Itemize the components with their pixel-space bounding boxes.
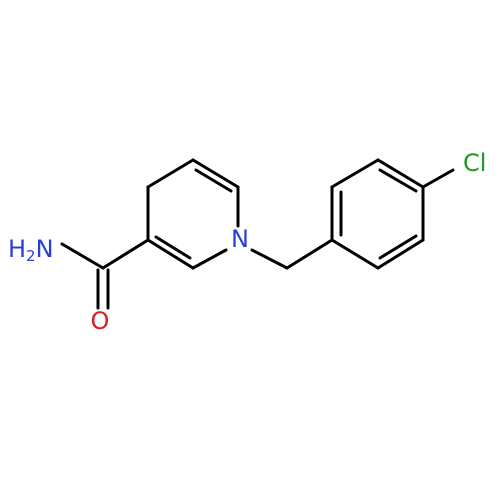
bond <box>378 234 418 260</box>
bond <box>330 238 380 270</box>
bond <box>146 238 195 270</box>
bond <box>101 238 150 270</box>
bond <box>285 238 334 270</box>
atom-label-subscript: 2 <box>26 247 36 265</box>
bond <box>421 168 455 189</box>
bond <box>376 238 425 270</box>
atom-label: H2N <box>8 235 54 265</box>
atom-label: Cl <box>463 149 486 177</box>
atom-label-part: N <box>36 235 54 263</box>
atom-label-part: H <box>8 235 26 263</box>
bond <box>194 168 233 193</box>
bond <box>154 235 192 260</box>
bond <box>378 168 418 193</box>
bond <box>146 158 195 189</box>
bonds <box>60 158 455 310</box>
atom-label: O <box>91 307 110 335</box>
bond <box>191 158 240 189</box>
bond <box>330 158 380 189</box>
bond <box>250 248 289 270</box>
bond <box>60 242 105 270</box>
bond <box>191 248 228 270</box>
atom-label: N <box>231 225 249 253</box>
bond <box>376 158 425 189</box>
